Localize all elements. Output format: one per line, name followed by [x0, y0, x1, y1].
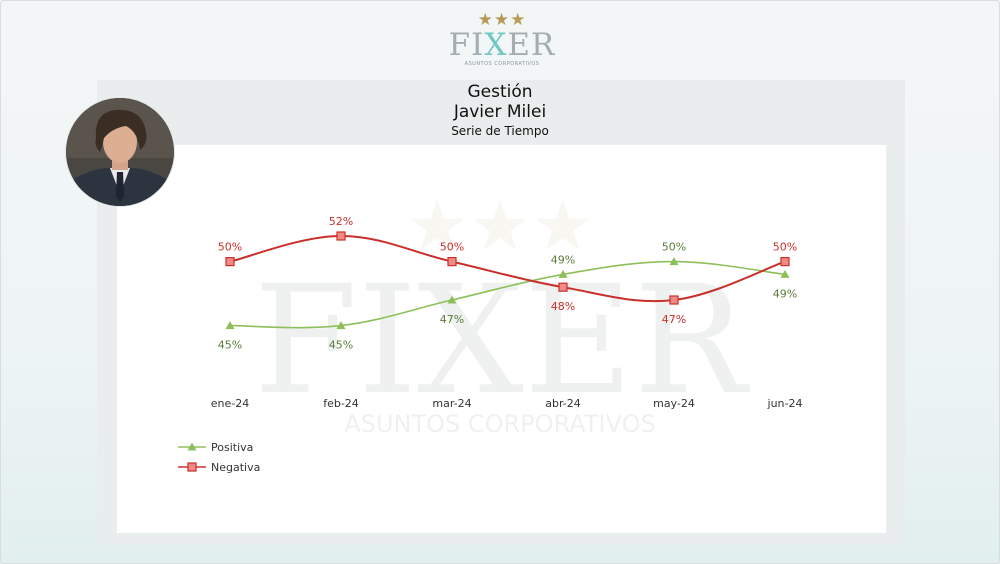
logo-wordmark: FIXER	[448, 27, 556, 63]
logo-tagline: ASUNTOS CORPORATIVOS	[464, 61, 540, 67]
data-point-negativa	[447, 257, 457, 267]
x-tick-label: abr-24	[545, 397, 581, 410]
data-label-positiva: 47%	[440, 313, 464, 326]
data-label-positiva: 45%	[329, 339, 353, 352]
data-label-negativa: 50%	[440, 241, 464, 254]
chart-legend: Positiva Negativa	[178, 441, 260, 474]
legend-marker-positiva	[187, 442, 197, 451]
series-line-negativa	[229, 234, 786, 303]
data-label-positiva: 50%	[662, 241, 686, 254]
x-tick-label: mar-24	[432, 397, 471, 410]
data-label-positiva: 49%	[551, 253, 575, 266]
svg-text:FIXER: FIXER	[254, 254, 751, 428]
series-line-positiva	[229, 260, 786, 329]
data-point-negativa	[336, 231, 346, 241]
legend-label-negativa: Negativa	[211, 461, 260, 474]
x-tick-label: feb-24	[323, 397, 359, 410]
legend-marker-negativa	[187, 462, 197, 472]
data-point-positiva	[447, 295, 457, 304]
title-line-2: Javier Milei	[453, 102, 547, 122]
legend-label-positiva: Positiva	[211, 441, 253, 454]
data-point-negativa	[780, 257, 790, 267]
fixer-logo: ★★★ FIXER ASUNTOS CORPORATIVOS	[440, 10, 564, 72]
svg-text:ASUNTOS CORPORATIVOS: ASUNTOS CORPORATIVOS	[344, 410, 655, 438]
x-tick-label: ene-24	[211, 397, 249, 410]
data-point-negativa	[225, 257, 235, 267]
data-point-positiva	[780, 269, 790, 278]
chart-subtitle: Serie de Tiempo	[451, 124, 549, 138]
data-point-positiva	[558, 269, 568, 278]
plot-layer: ene-24 feb-24 mar-24 abr-24 may-24 jun-24 45% 4…	[211, 215, 803, 410]
title-block: Gestión Javier Milei Serie de Tiempo	[0, 82, 1000, 140]
data-point-negativa	[669, 295, 679, 305]
data-label-positiva: 49%	[773, 287, 797, 300]
watermark: FIXER ASUNTOS CORPORATIVOS ★★★	[254, 185, 751, 438]
data-label-negativa: 52%	[329, 215, 353, 228]
data-point-negativa	[558, 282, 568, 292]
svg-text:★★★: ★★★	[406, 185, 594, 267]
data-label-negativa: 47%	[662, 313, 686, 326]
title-line-1: Gestión	[467, 82, 533, 102]
avatar	[65, 97, 175, 207]
data-label-negativa: 50%	[218, 241, 242, 254]
data-label-positiva: 45%	[218, 339, 242, 352]
logo-stars-icon: ★★★	[477, 10, 527, 30]
chart-area	[117, 145, 886, 533]
data-point-positiva	[225, 321, 235, 330]
data-point-positiva	[336, 321, 346, 330]
x-tick-label: jun-24	[767, 397, 803, 410]
x-tick-label: may-24	[653, 397, 695, 410]
data-label-negativa: 50%	[773, 241, 797, 254]
data-point-positiva	[669, 257, 679, 266]
data-label-negativa: 48%	[551, 300, 575, 313]
